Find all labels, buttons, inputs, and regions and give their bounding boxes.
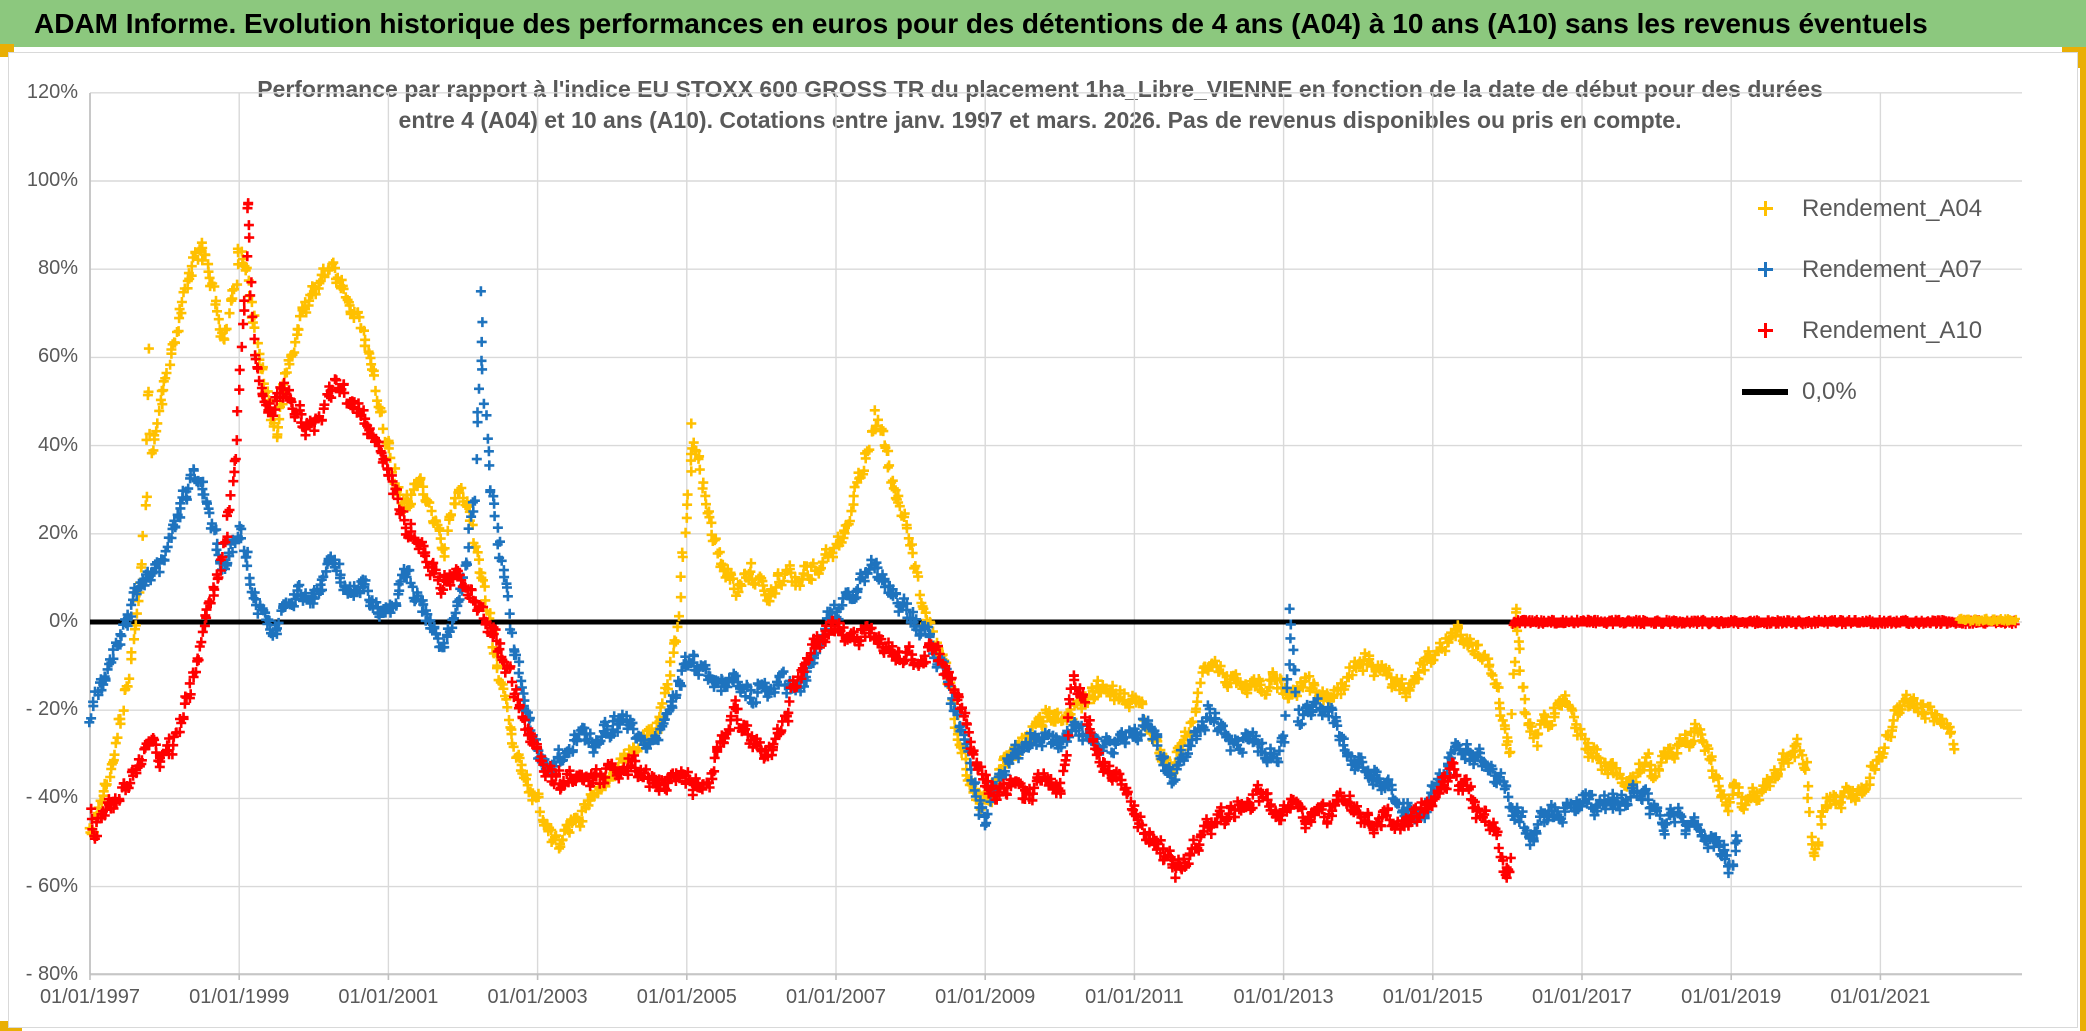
legend-item-a04: Rendement_A04 (1742, 178, 2072, 239)
x-tick-label: 01/01/2015 (1382, 986, 1483, 1008)
x-tick-label: 01/01/2017 (1531, 986, 1633, 1008)
x-tick-label: 01/01/2001 (338, 986, 439, 1008)
x-tick-label: 01/01/2003 (487, 986, 588, 1008)
legend-label: Rendement_A04 (1802, 194, 1983, 222)
legend-label: Rendement_A07 (1802, 255, 1983, 283)
zero-line-icon (1742, 388, 1788, 395)
x-tick-label: 01/01/1997 (39, 986, 141, 1008)
chart-subtitle-line2: entre 4 (A04) et 10 ans (A10). Cotations… (398, 107, 1682, 133)
x-tick-label: 01/01/2021 (1830, 986, 1931, 1008)
legend-item-a07: Rendement_A07 (1742, 239, 2072, 300)
x-tick-label: 01/01/1999 (189, 986, 290, 1008)
y-tick-label: 120% (26, 80, 78, 103)
legend-item-zero: 0,0% (1742, 361, 2072, 422)
x-tick-label: 01/01/2011 (1085, 986, 1184, 1008)
x-tick-label: 01/01/2007 (785, 986, 887, 1008)
plus-marker-icon (1757, 201, 1773, 216)
accent-right-strip (2080, 60, 2086, 1031)
y-tick-label: 60% (37, 345, 78, 368)
y-tick-label: 40% (37, 433, 78, 456)
y-tick-label: - 60% (25, 874, 78, 897)
x-tick-label: 01/01/2013 (1233, 986, 1334, 1008)
chart-subtitle-line1: Performance par rapport à l'indice EU ST… (257, 76, 1823, 102)
plus-marker-icon (1757, 323, 1773, 338)
y-tick-label: 0% (49, 610, 78, 632)
y-tick-label: 80% (37, 257, 78, 280)
x-tick-label: 01/01/2005 (636, 986, 737, 1008)
y-tick-label: - 20% (25, 698, 78, 721)
chart-subtitle: Performance par rapport à l'indice EU ST… (150, 74, 1930, 136)
y-tick-label: - 80% (25, 962, 78, 985)
y-tick-label: 100% (26, 169, 78, 191)
legend-label: Rendement_A10 (1802, 316, 1983, 344)
page-title: ADAM Informe. Evolution historique des p… (34, 7, 1928, 39)
y-tick-label: 20% (37, 521, 78, 544)
x-tick-label: 01/01/2019 (1681, 986, 1782, 1008)
legend: Rendement_A04 Rendement_A07 Rendement_A1… (1742, 178, 2072, 422)
legend-label: 0,0% (1802, 377, 1857, 405)
y-tick-label: - 40% (25, 786, 78, 809)
title-bar: ADAM Informe. Evolution historique des p… (0, 0, 2086, 47)
legend-item-a10: Rendement_A10 (1742, 300, 2072, 361)
x-tick-label: 01/01/2009 (935, 986, 1036, 1008)
plus-marker-icon (1757, 262, 1773, 277)
